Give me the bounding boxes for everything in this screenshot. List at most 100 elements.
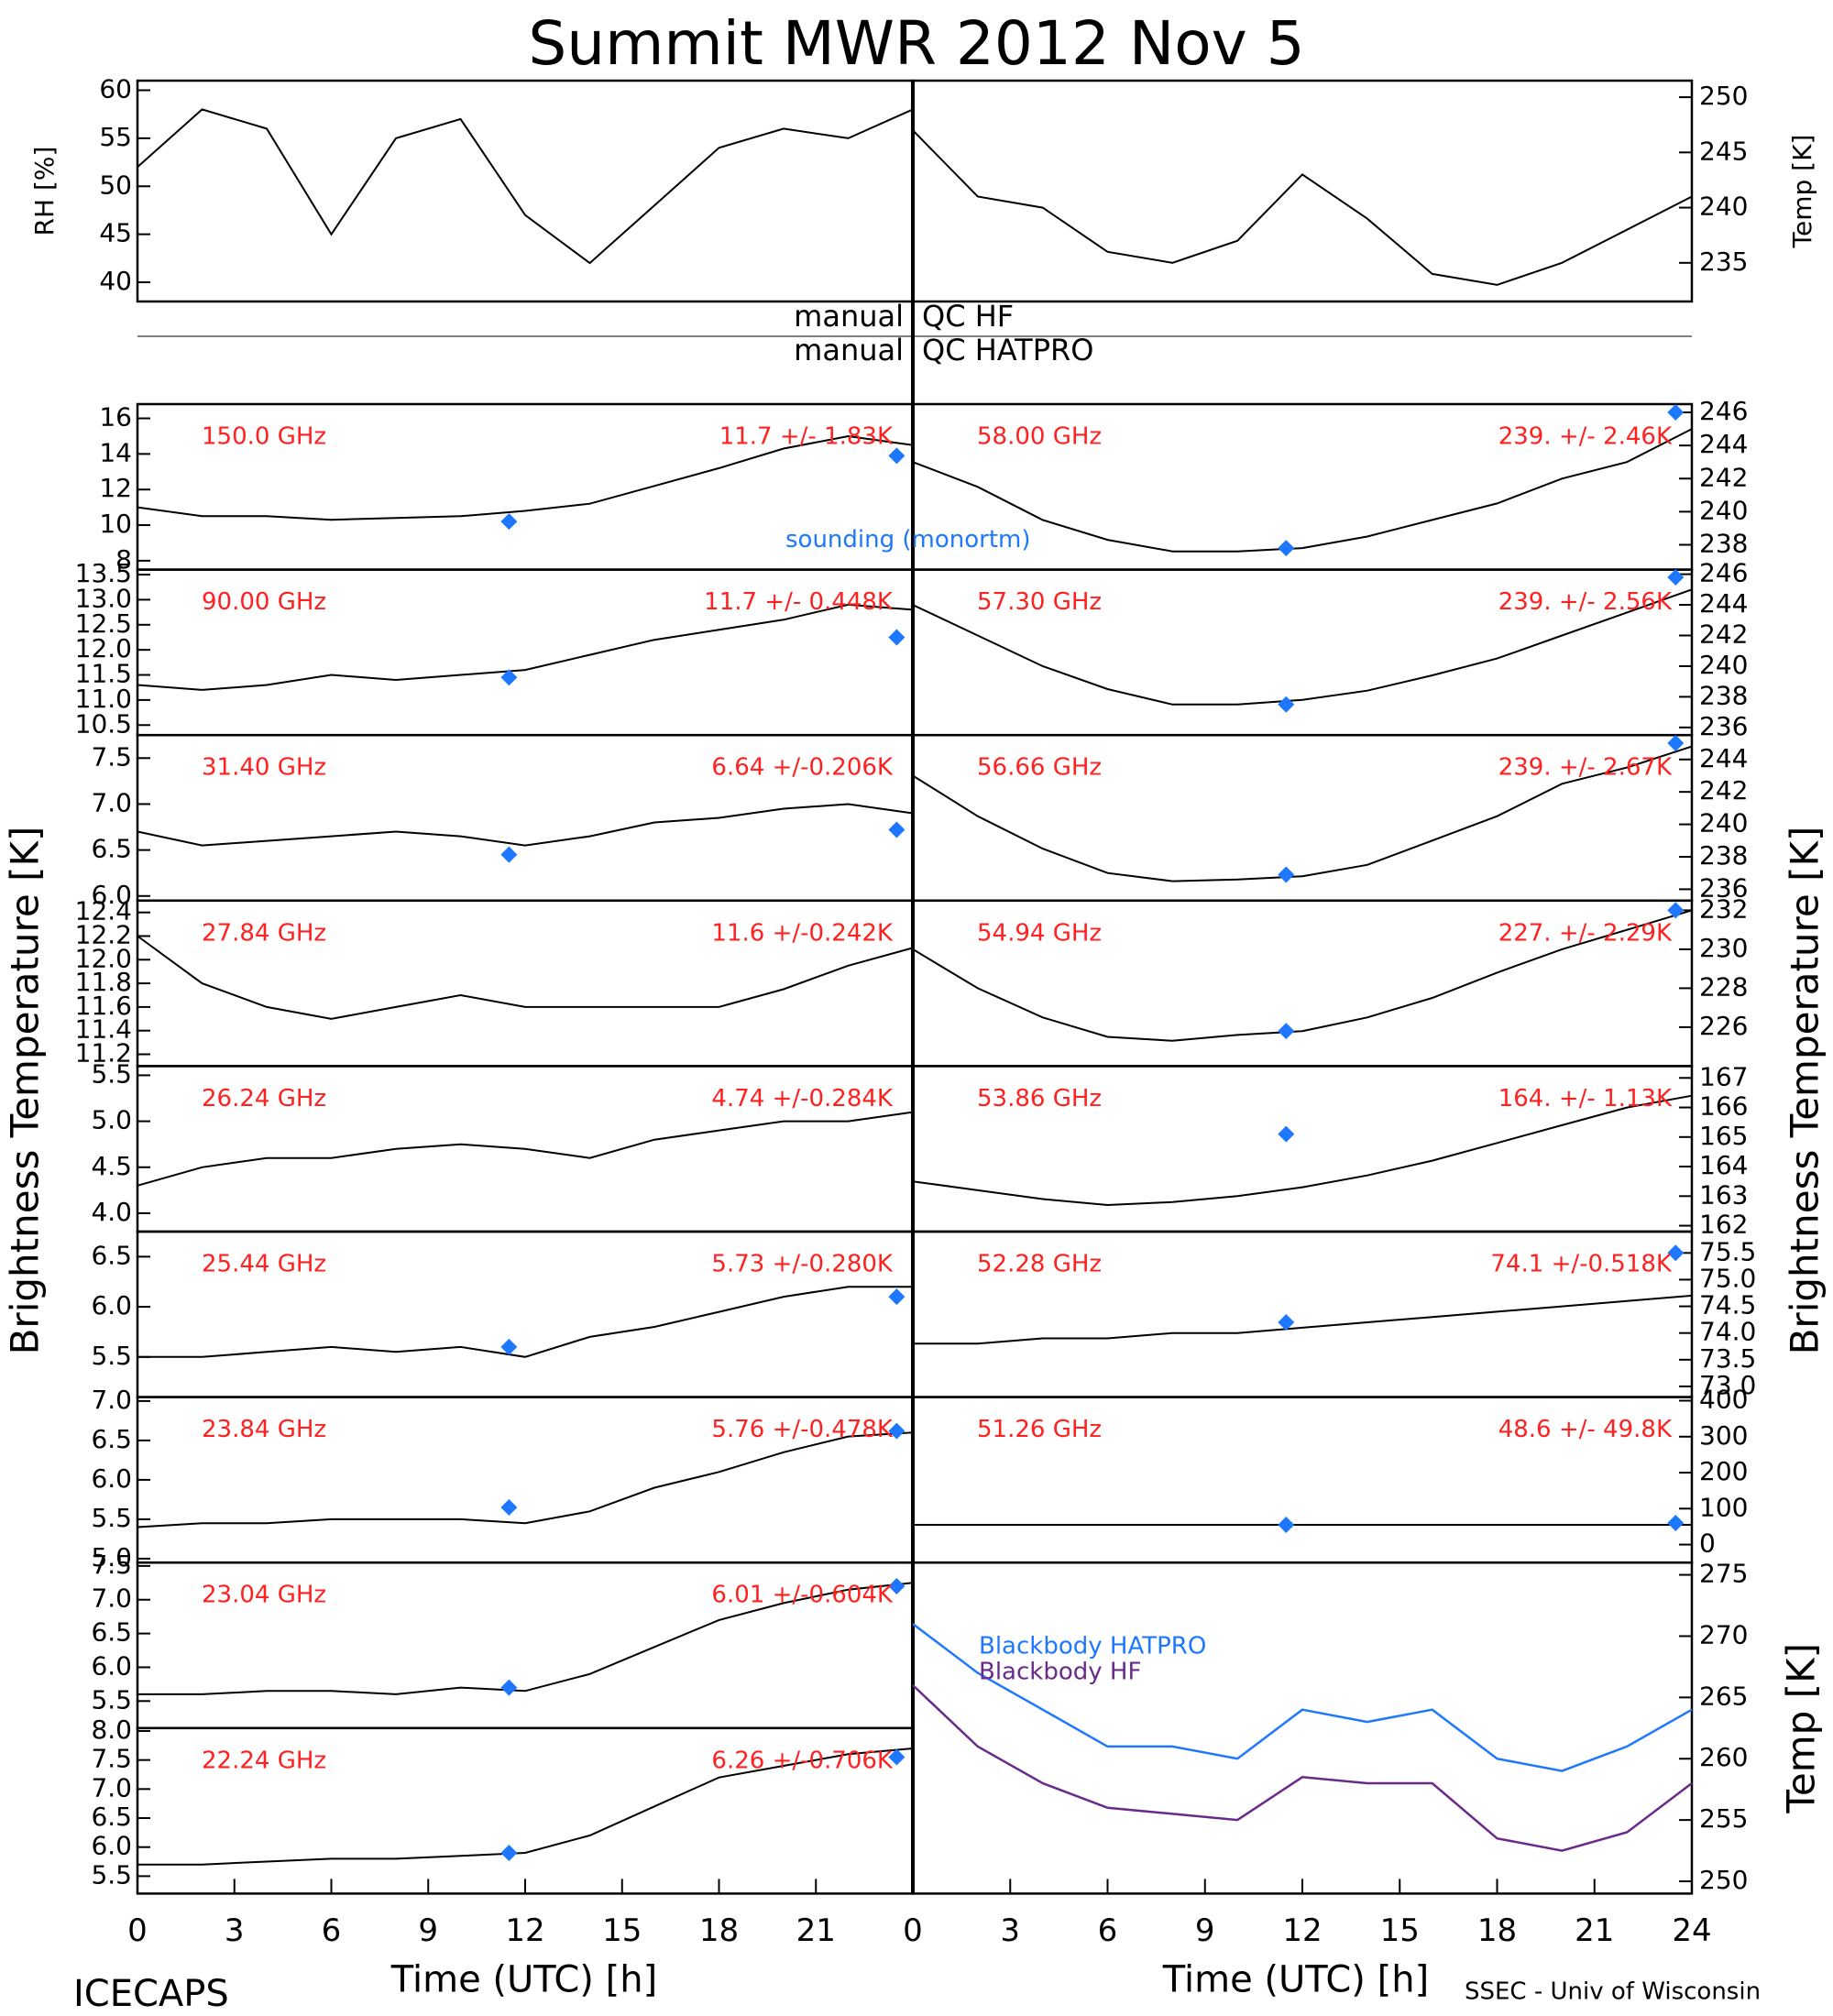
x-tick-label: 24 (1672, 1912, 1711, 1949)
y-tick-label: 164 (1699, 1150, 1748, 1180)
chart-title: Summit MWR 2012 Nov 5 (528, 8, 1304, 79)
y-axis-title: Temp [K] (1779, 1643, 1824, 1814)
sounding-point (1278, 1314, 1295, 1331)
data-line (137, 1748, 914, 1866)
data-line (912, 588, 1693, 706)
y-tick-label: 55 (99, 122, 132, 152)
y-tick-label: 6.5 (91, 834, 132, 864)
frequency-label: 25.44 GHz (202, 1251, 326, 1278)
data-line (137, 1582, 914, 1695)
y-tick-label: 246 (1699, 396, 1748, 426)
data-line (912, 129, 1693, 286)
sounding-point (500, 513, 518, 531)
x-tick-label: 3 (225, 1912, 245, 1949)
y-tick-label: 162 (1699, 1210, 1748, 1240)
plot-frame (911, 79, 1694, 303)
sounding-point (888, 821, 906, 838)
y-tick-label: 6.0 (91, 1290, 132, 1320)
y-tick-label: 260 (1699, 1742, 1748, 1772)
x-tick-label: 21 (796, 1912, 836, 1949)
y-tick-label: 240 (1699, 650, 1748, 680)
data-line (137, 108, 914, 265)
y-tick-label: 11.8 (75, 967, 132, 997)
y-tick-label: 240 (1699, 495, 1748, 525)
frequency-label: 150.0 GHz (202, 423, 326, 451)
y-tick-label: 60 (99, 73, 132, 104)
data-line (912, 1623, 1693, 1772)
y-tick-label: 165 (1699, 1121, 1748, 1151)
y-tick-label: 4.0 (91, 1197, 132, 1227)
sounding-point (500, 1338, 518, 1355)
y-tick-label: 11.4 (75, 1014, 132, 1045)
y-tick-label: 12.2 (75, 920, 132, 950)
y-tick-label: 5.5 (91, 1341, 132, 1371)
data-line (137, 603, 914, 691)
frequency-label: 23.84 GHz (202, 1416, 326, 1443)
frequency-label: 56.66 GHz (977, 754, 1102, 782)
y-tick-label: 242 (1699, 775, 1748, 805)
stats-label: 6.26 +/-0.706K (711, 1747, 894, 1774)
y-tick-label: 45 (99, 218, 132, 248)
y-tick-label: 5.5 (91, 1058, 132, 1089)
qc-label: QC HF (922, 299, 1014, 334)
y-tick-label: 232 (1699, 893, 1748, 924)
y-tick-label: 10 (99, 509, 132, 539)
y-tick-label: 75.0 (1699, 1263, 1756, 1293)
y-tick-label: 8 (115, 544, 132, 575)
y-tick-label: 250 (1699, 1865, 1748, 1895)
y-tick-label: 255 (1699, 1803, 1748, 1834)
y-tick-label: 40 (99, 266, 132, 296)
y-tick-label: 7.0 (91, 1772, 132, 1802)
stats-label: 5.76 +/-0.478K (711, 1416, 894, 1443)
y-tick-label: 73.5 (1699, 1343, 1756, 1374)
y-tick-label: 245 (1699, 136, 1748, 166)
x-tick-label: 12 (505, 1912, 544, 1949)
sounding-point (888, 1578, 906, 1594)
y-tick-label: 238 (1699, 680, 1748, 710)
y-tick-label: 11.6 (75, 991, 132, 1021)
data-line (137, 1111, 914, 1187)
y-tick-label: 235 (1699, 247, 1748, 277)
x-tick-label: 6 (322, 1912, 342, 1949)
y-tick-label: 163 (1699, 1179, 1748, 1210)
y-tick-label: 13.5 (75, 558, 132, 588)
y-tick-label: 7.5 (91, 741, 132, 772)
sounding-point (1667, 1515, 1685, 1532)
x-tick-label: 0 (127, 1912, 148, 1949)
data-line (137, 935, 914, 1020)
stats-label: 239. +/- 2.46K (1498, 423, 1673, 451)
sounding-point (1278, 1023, 1295, 1040)
y-tick-label: 74.0 (1699, 1317, 1756, 1347)
sounding-point (1667, 1244, 1685, 1262)
y-tick-label: 5.0 (91, 1542, 132, 1572)
y-axis-title: Brightness Temperature [K] (1783, 827, 1828, 1355)
y-tick-label: 167 (1699, 1061, 1748, 1091)
y-tick-label: 12.4 (75, 896, 132, 926)
x-tick-label: 15 (602, 1912, 642, 1949)
stats-label: 5.73 +/-0.280K (711, 1251, 894, 1278)
legend-entry: Blackbody HF (979, 1659, 1141, 1686)
stats-label: 6.01 +/-0.604K (711, 1582, 894, 1609)
y-tick-label: 240 (1699, 192, 1748, 222)
x-tick-label: 6 (1098, 1912, 1118, 1949)
stats-label: 11.6 +/-0.242K (711, 919, 894, 947)
y-tick-label: 6.0 (91, 1831, 132, 1861)
stats-label: 74.1 +/-0.518K (1490, 1251, 1673, 1278)
y-axis-title: Brightness Temperature [K] (3, 827, 48, 1355)
y-tick-label: 10.5 (75, 708, 132, 739)
y-tick-label: 16 (99, 402, 132, 433)
frequency-label: 26.24 GHz (202, 1085, 326, 1112)
y-tick-label: 270 (1699, 1619, 1748, 1649)
y-tick-label: 6.5 (91, 1240, 132, 1270)
x-tick-label: 12 (1282, 1912, 1322, 1949)
y-tick-label: 240 (1699, 808, 1748, 838)
sounding-legend: sounding (monortm) (785, 526, 1031, 553)
x-tick-label: 9 (1195, 1912, 1215, 1949)
sounding-point (500, 1499, 518, 1516)
sounding-point (1667, 902, 1685, 919)
sounding-point (888, 1748, 906, 1766)
y-tick-label: 300 (1699, 1420, 1748, 1451)
y-tick-label: 11.5 (75, 659, 132, 689)
data-line (912, 909, 1693, 1042)
